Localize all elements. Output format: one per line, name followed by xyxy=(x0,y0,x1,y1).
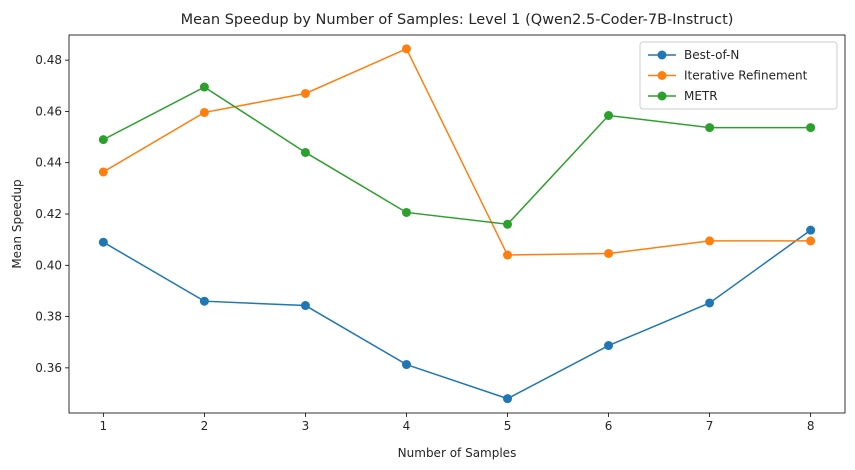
y-axis-title: Mean Speedup xyxy=(10,179,24,268)
series-line-iterative-refinement xyxy=(102,47,811,256)
y-axis: 0.36 0.38 0.40 0.42 0.44 0.46 0.48 xyxy=(35,53,69,375)
series-lines xyxy=(98,44,816,404)
series-line-best-of-n xyxy=(102,229,812,400)
x-axis-title: Number of Samples xyxy=(398,446,517,460)
x-tick-label: 2 xyxy=(201,419,209,433)
x-tick-label: 1 xyxy=(100,419,108,433)
data-point-iterative-refinement xyxy=(604,248,614,258)
y-tick-label: 0.42 xyxy=(35,207,62,221)
data-point-best-of-n xyxy=(806,225,816,235)
series-iterative-refinement xyxy=(98,44,816,260)
x-tick-label: 5 xyxy=(504,419,512,433)
data-point-iterative-refinement xyxy=(705,236,715,246)
legend-marker xyxy=(657,71,667,80)
x-tick-label: 6 xyxy=(605,419,613,433)
data-point-metr xyxy=(604,111,614,121)
data-point-iterative-refinement xyxy=(401,44,411,54)
data-point-best-of-n xyxy=(300,301,310,311)
y-tick-label: 0.40 xyxy=(35,258,62,272)
data-point-iterative-refinement xyxy=(98,167,108,177)
data-point-metr xyxy=(199,82,209,92)
legend-item: Iterative Refinement xyxy=(648,69,808,83)
data-point-iterative-refinement xyxy=(806,236,816,246)
x-tick-label: 4 xyxy=(403,419,411,433)
data-point-metr xyxy=(401,207,411,217)
legend: Best-of-N Iterative Refinement METR xyxy=(639,41,838,110)
data-point-best-of-n xyxy=(705,298,715,308)
y-tick-label: 0.44 xyxy=(35,156,62,170)
data-point-best-of-n xyxy=(401,360,411,370)
chart-title: Mean Speedup by Number of Samples: Level… xyxy=(181,12,734,28)
series-metr xyxy=(98,82,816,229)
series-line-metr xyxy=(103,86,811,226)
legend-item: Best-of-N xyxy=(648,48,739,62)
y-tick-label: 0.38 xyxy=(35,310,62,324)
data-point-metr xyxy=(503,219,513,229)
x-tick-label: 8 xyxy=(807,419,815,433)
data-point-best-of-n xyxy=(604,341,614,351)
x-axis: 1 2 3 4 5 6 7 8 xyxy=(100,413,815,433)
legend-label: Iterative Refinement xyxy=(684,69,808,83)
data-point-best-of-n xyxy=(503,394,513,404)
series-best-of-n xyxy=(98,225,816,404)
data-point-best-of-n xyxy=(199,296,209,306)
y-tick-label: 0.36 xyxy=(35,361,62,375)
data-point-best-of-n xyxy=(98,237,108,247)
legend-marker xyxy=(657,91,667,101)
legend-label: METR xyxy=(684,89,718,103)
legend-item: METR xyxy=(648,89,718,103)
x-tick-label: 3 xyxy=(302,419,310,433)
data-point-metr xyxy=(98,135,108,145)
x-tick-label: 7 xyxy=(706,419,714,433)
y-tick-label: 0.48 xyxy=(35,53,62,67)
data-point-metr xyxy=(300,147,310,157)
legend-frame xyxy=(639,41,838,110)
data-point-iterative-refinement xyxy=(199,107,209,117)
legend-marker xyxy=(657,50,667,60)
data-point-iterative-refinement xyxy=(503,250,513,260)
data-point-metr xyxy=(806,123,816,133)
data-point-metr xyxy=(705,123,715,133)
data-point-iterative-refinement xyxy=(300,88,310,98)
y-tick-label: 0.46 xyxy=(35,104,62,118)
legend-label: Best-of-N xyxy=(684,48,739,62)
